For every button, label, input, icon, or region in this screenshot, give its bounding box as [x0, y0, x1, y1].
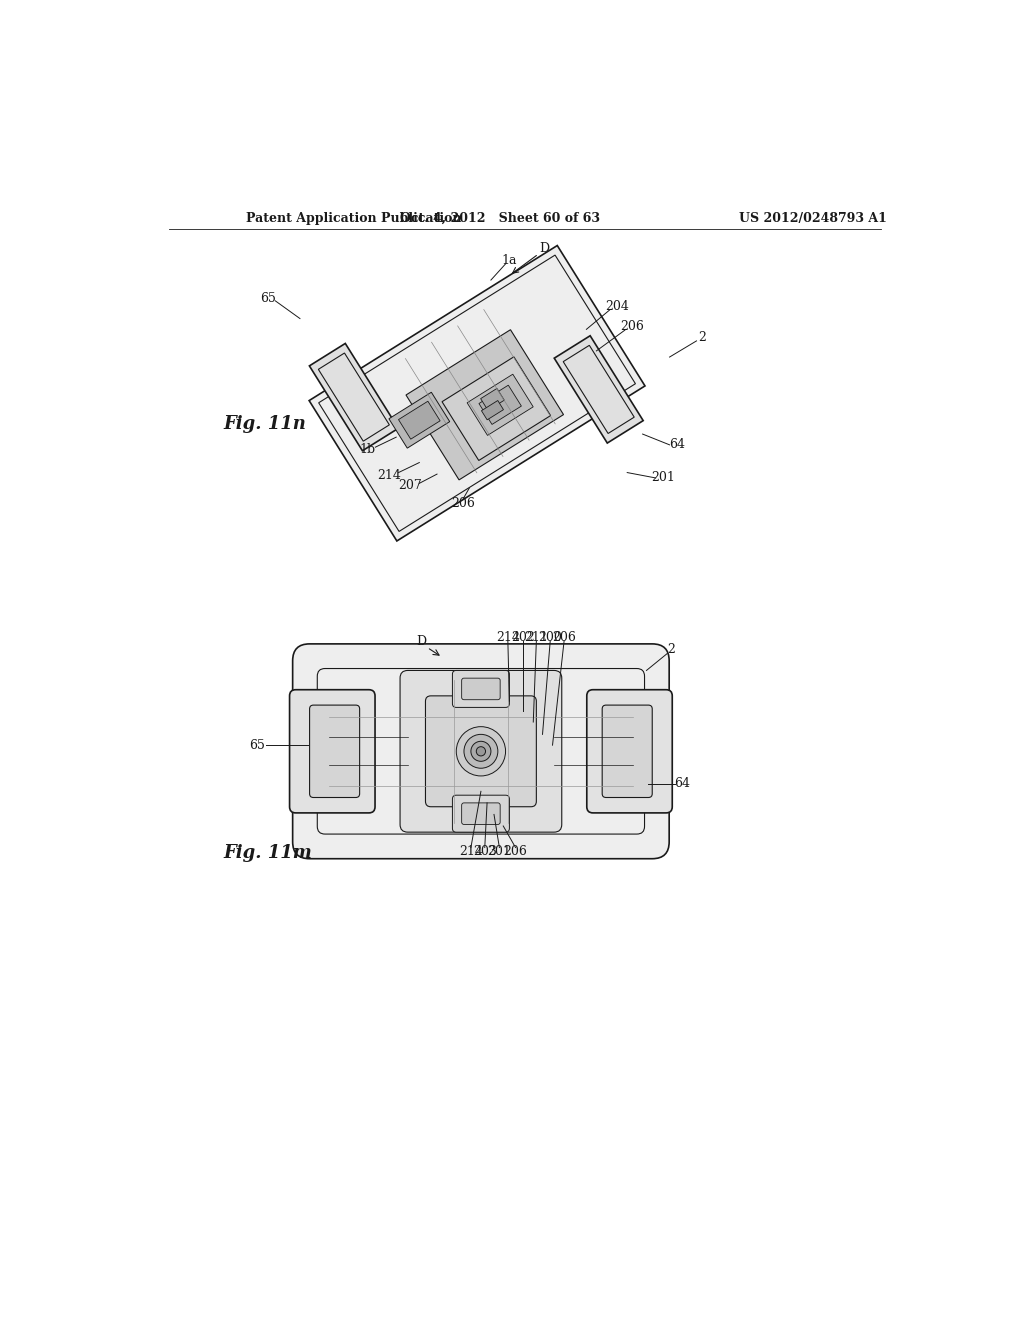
Text: 64: 64: [674, 777, 690, 791]
FancyBboxPatch shape: [602, 705, 652, 797]
Text: 206: 206: [504, 845, 527, 858]
Text: 2: 2: [698, 331, 706, 345]
Polygon shape: [442, 356, 551, 461]
Polygon shape: [467, 374, 534, 436]
FancyBboxPatch shape: [453, 671, 509, 708]
Polygon shape: [389, 392, 450, 449]
Text: 214: 214: [459, 845, 483, 858]
Polygon shape: [480, 388, 504, 411]
Circle shape: [471, 742, 490, 762]
Text: D: D: [417, 635, 427, 648]
Text: Oct. 4, 2012   Sheet 60 of 63: Oct. 4, 2012 Sheet 60 of 63: [400, 213, 600, 224]
Polygon shape: [309, 246, 645, 541]
Circle shape: [457, 726, 506, 776]
Polygon shape: [481, 400, 504, 420]
Text: 203: 203: [473, 845, 497, 858]
Text: Fig. 11n: Fig. 11n: [223, 414, 306, 433]
Text: 214: 214: [496, 631, 520, 644]
Text: 1b: 1b: [359, 444, 376, 455]
FancyBboxPatch shape: [293, 644, 669, 859]
Text: 64: 64: [670, 438, 685, 451]
Text: 200: 200: [539, 631, 562, 644]
Text: 1a: 1a: [502, 253, 517, 267]
Text: 65: 65: [249, 739, 265, 751]
Text: 65: 65: [260, 292, 275, 305]
Text: 201: 201: [651, 471, 676, 484]
Polygon shape: [554, 335, 643, 444]
Text: 202: 202: [511, 631, 536, 644]
FancyBboxPatch shape: [425, 696, 537, 807]
Text: 206: 206: [552, 631, 577, 644]
FancyBboxPatch shape: [453, 795, 509, 832]
FancyBboxPatch shape: [400, 671, 562, 832]
Text: US 2012/0248793 A1: US 2012/0248793 A1: [739, 213, 887, 224]
FancyBboxPatch shape: [587, 689, 672, 813]
FancyBboxPatch shape: [462, 678, 500, 700]
Text: 206: 206: [452, 496, 475, 510]
Polygon shape: [406, 330, 563, 480]
Text: Fig. 11m: Fig. 11m: [223, 843, 311, 862]
Text: D: D: [539, 242, 549, 255]
Circle shape: [464, 734, 498, 768]
Text: 207: 207: [398, 479, 422, 492]
Text: 206: 206: [621, 319, 644, 333]
Text: 2: 2: [668, 643, 675, 656]
FancyBboxPatch shape: [290, 689, 375, 813]
Text: 201: 201: [487, 845, 511, 858]
Polygon shape: [479, 385, 521, 425]
Polygon shape: [309, 343, 398, 450]
Text: Patent Application Publication: Patent Application Publication: [246, 213, 462, 224]
Circle shape: [476, 747, 485, 756]
Polygon shape: [398, 401, 440, 440]
FancyBboxPatch shape: [309, 705, 359, 797]
Text: 204: 204: [605, 300, 629, 313]
Text: 211: 211: [524, 631, 548, 644]
FancyBboxPatch shape: [462, 803, 500, 825]
Text: 214: 214: [377, 469, 401, 482]
